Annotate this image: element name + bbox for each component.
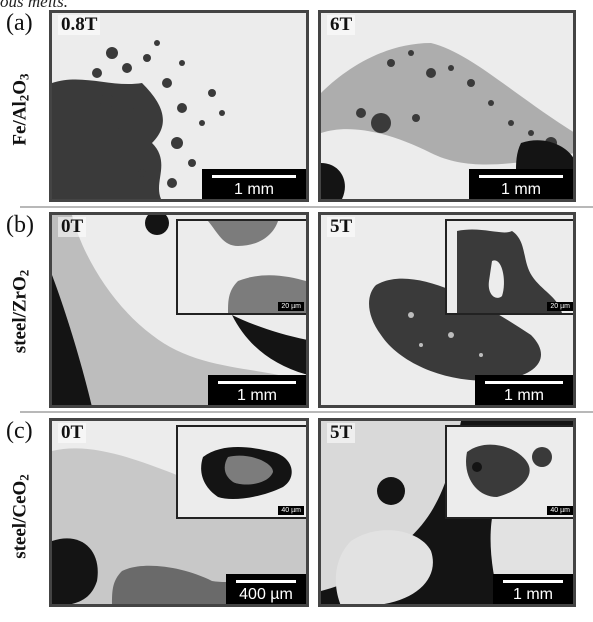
micrograph-c-left: 0T 40 µm 400 µm [49, 418, 309, 607]
scale-bar: 400 µm [226, 574, 306, 604]
micrograph-b-right: 5T 20 µm 1 mm [318, 212, 576, 408]
micrograph-a-right-image [321, 13, 573, 199]
field-label: 0T [58, 423, 87, 443]
row-label-b: steel/ZrO2 [9, 269, 32, 354]
caption-fragment: ous melts. [0, 0, 593, 8]
scale-bar-label: 400 µm [239, 586, 293, 603]
row-letter-a: (a) [6, 10, 33, 36]
inset-scale-label: 40 µm [278, 506, 304, 515]
inset-highmag-image [447, 221, 573, 313]
inset-highmag: 20 µm [176, 219, 306, 315]
inset-scale-label: 40 µm [547, 506, 573, 515]
scale-bar-label: 1 mm [513, 586, 553, 603]
micrograph-c-right: 5T 40 µm 1 mm [318, 418, 576, 607]
scale-bar: 1 mm [469, 169, 573, 199]
scale-bar: 1 mm [202, 169, 306, 199]
field-label: 6T [327, 15, 356, 35]
scale-bar-label: 1 mm [501, 181, 541, 198]
row-separator [20, 411, 593, 413]
micrograph-b-left: 0T 20 µm 1 mm [49, 212, 309, 408]
micrograph-a-left-image [52, 13, 306, 199]
inset-highmag: 20 µm [445, 219, 573, 315]
row-separator [20, 206, 593, 208]
field-label: 5T [327, 423, 356, 443]
row-letter-b: (b) [6, 212, 34, 238]
scale-bar: 1 mm [208, 375, 306, 405]
field-label: 0.8T [58, 15, 101, 35]
row-letter-c: (c) [6, 418, 33, 444]
micrograph-a-left: 0.8T 1 mm [49, 10, 309, 202]
scale-bar: 1 mm [493, 574, 573, 604]
scale-bar: 1 mm [475, 375, 573, 405]
inset-highmag-image [178, 221, 306, 313]
scale-bar-label: 1 mm [237, 387, 277, 404]
inset-scale-label: 20 µm [547, 302, 573, 311]
inset-highmag-image [178, 427, 306, 517]
inset-scale-label: 20 µm [278, 302, 304, 311]
field-label: 5T [327, 217, 356, 237]
micrograph-a-right: 6T 1 mm [318, 10, 576, 202]
inset-highmag: 40 µm [176, 425, 306, 519]
row-label-c: steel/CeO2 [9, 474, 32, 559]
scale-bar-label: 1 mm [234, 181, 274, 198]
scale-bar-label: 1 mm [504, 387, 544, 404]
field-label: 0T [58, 217, 87, 237]
row-label-a: Fe/Al2O3 [9, 73, 32, 146]
inset-highmag-image [447, 427, 573, 517]
inset-highmag: 40 µm [445, 425, 573, 519]
